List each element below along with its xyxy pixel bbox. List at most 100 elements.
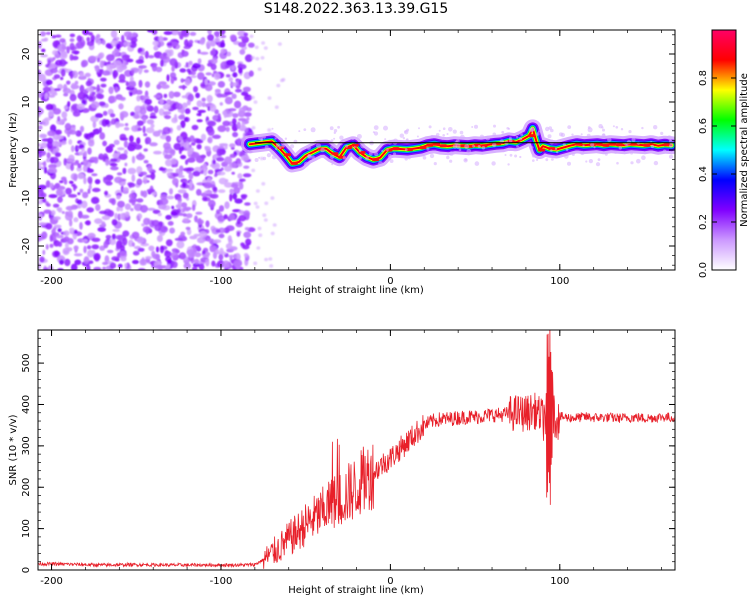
heatmap-noise-blob <box>124 203 131 210</box>
heatmap-noise-blob <box>102 110 108 116</box>
heatmap-noise-blob <box>38 184 47 190</box>
heatmap-halo-dot <box>405 139 409 143</box>
heatmap-noise-blob <box>47 167 57 174</box>
heatmap-noise-blob <box>136 137 141 145</box>
heatmap-noise-blob <box>69 42 75 51</box>
figure-title: S148.2022.363.13.39.G15 <box>264 1 449 17</box>
colorbar-tick-label: 0.6 <box>698 118 709 134</box>
heatmap-noise-blob <box>157 212 162 217</box>
heatmap-noise-blob <box>139 258 147 266</box>
heatmap-noise-blob <box>76 199 83 205</box>
heatmap-noise-blob <box>136 215 140 220</box>
heatmap-noise-blob <box>177 31 182 36</box>
heatmap-noise-blob <box>91 196 100 204</box>
heatmap-noise-blob <box>175 103 183 110</box>
heatmap-noise-blob <box>81 200 88 209</box>
heatmap-noise-blob <box>73 173 78 182</box>
heatmap-noise-blob <box>83 256 90 265</box>
heatmap-noise-blob <box>180 154 187 160</box>
heatmap-noise-blob <box>87 167 91 171</box>
heatmap-halo-dot <box>616 161 619 165</box>
heatmap-noise-blob <box>251 55 255 60</box>
heatmap-noise-blob <box>119 111 129 118</box>
heatmap-noise-blob <box>63 105 69 110</box>
heatmap-halo-dot <box>378 161 383 166</box>
heatmap-noise-blob <box>50 210 56 216</box>
heatmap-noise-blob <box>144 136 152 145</box>
heatmap-noise-blob <box>102 140 107 147</box>
heatmap-halo-dot <box>320 147 325 153</box>
heatmap-noise-blob <box>190 75 197 79</box>
heatmap-noise-blob <box>166 42 174 47</box>
heatmap-halo-dot <box>383 125 388 131</box>
heatmap-noise-blob <box>206 238 215 242</box>
heatmap-noise-blob <box>66 80 71 85</box>
heatmap-noise-blob <box>172 172 179 177</box>
heatmap-halo-dot <box>404 157 408 161</box>
heatmap-noise-blob <box>73 253 83 257</box>
heatmap-noise-blob <box>181 50 189 57</box>
heatmap-halo-dot <box>519 137 523 141</box>
heatmap-noise-blob <box>274 105 279 109</box>
heatmap-noise-blob <box>96 84 101 92</box>
heatmap-noise-blob <box>218 177 228 185</box>
heatmap-noise-blob <box>131 200 136 206</box>
heatmap-halo-dot <box>452 129 457 134</box>
heatmap-noise-blob <box>243 32 248 37</box>
heatmap-noise-blob <box>224 91 234 95</box>
heatmap-noise-blob <box>184 78 191 86</box>
heatmap-halo-dot <box>492 142 497 148</box>
heatmap-noise-blob <box>174 237 183 241</box>
heatmap-halo-dot <box>536 132 540 136</box>
heatmap-noise-blob <box>93 252 101 261</box>
heatmap-noise-blob <box>208 199 216 208</box>
heatmap-halo-dot <box>553 140 557 143</box>
heatmap-noise-blob <box>186 99 191 106</box>
heatmap-noise-blob <box>53 224 62 229</box>
heatmap-noise-blob <box>211 57 218 65</box>
heatmap-noise-blob <box>193 233 201 237</box>
heatmap-halo-dot <box>479 134 485 139</box>
heatmap-noise-blob <box>117 200 125 208</box>
heatmap-noise-blob <box>269 264 274 268</box>
heatmap-noise-blob <box>201 97 206 102</box>
heatmap-noise-blob <box>258 233 263 237</box>
heatmap-halo-dot <box>668 154 674 159</box>
heatmap-noise-blob <box>49 243 54 248</box>
snr-y-tick-label: 500 <box>21 354 32 373</box>
heatmap-noise-blob <box>70 263 78 270</box>
heatmap-noise-blob <box>83 176 87 185</box>
heatmap-halo-dot <box>492 132 497 137</box>
heatmap-noise-blob <box>227 235 232 243</box>
heatmap-noise-blob <box>119 244 125 252</box>
heatmap-noise-blob <box>117 147 125 151</box>
heatmap-noise-blob <box>110 118 117 125</box>
heatmap-halo-dot <box>270 150 275 155</box>
heatmap-noise-blob <box>232 192 238 200</box>
heatmap-noise-blob <box>211 260 216 267</box>
heatmap-noise-blob <box>60 76 64 81</box>
heatmap-noise-blob <box>124 162 128 167</box>
heatmap-noise-blob <box>181 182 187 188</box>
heatmap-noise-blob <box>192 106 199 111</box>
heatmap-noise-blob <box>222 120 231 127</box>
heatmap-noise-blob <box>185 61 189 68</box>
heatmap-halo-dot <box>493 124 496 128</box>
heatmap-noise-blob <box>69 33 76 38</box>
heatmap-noise-blob <box>47 130 56 137</box>
snr-plot-area <box>38 330 675 570</box>
heatmap-noise-blob <box>166 195 175 200</box>
heatmap-noise-blob <box>217 189 226 194</box>
heatmap-noise-blob <box>164 154 173 160</box>
heatmap-noise-blob <box>197 58 202 64</box>
heatmap-noise-blob <box>109 162 118 167</box>
heatmap-noise-blob <box>192 262 201 268</box>
colorbar-tick-label: 0.2 <box>698 214 709 230</box>
heatmap-halo-dot <box>345 144 348 148</box>
heatmap-halo-dot <box>446 133 449 135</box>
heatmap-noise-blob <box>277 42 282 46</box>
heatmap-noise-blob <box>107 61 111 65</box>
heatmap-noise-blob <box>62 87 72 94</box>
heatmap-halo-dot <box>545 126 550 132</box>
